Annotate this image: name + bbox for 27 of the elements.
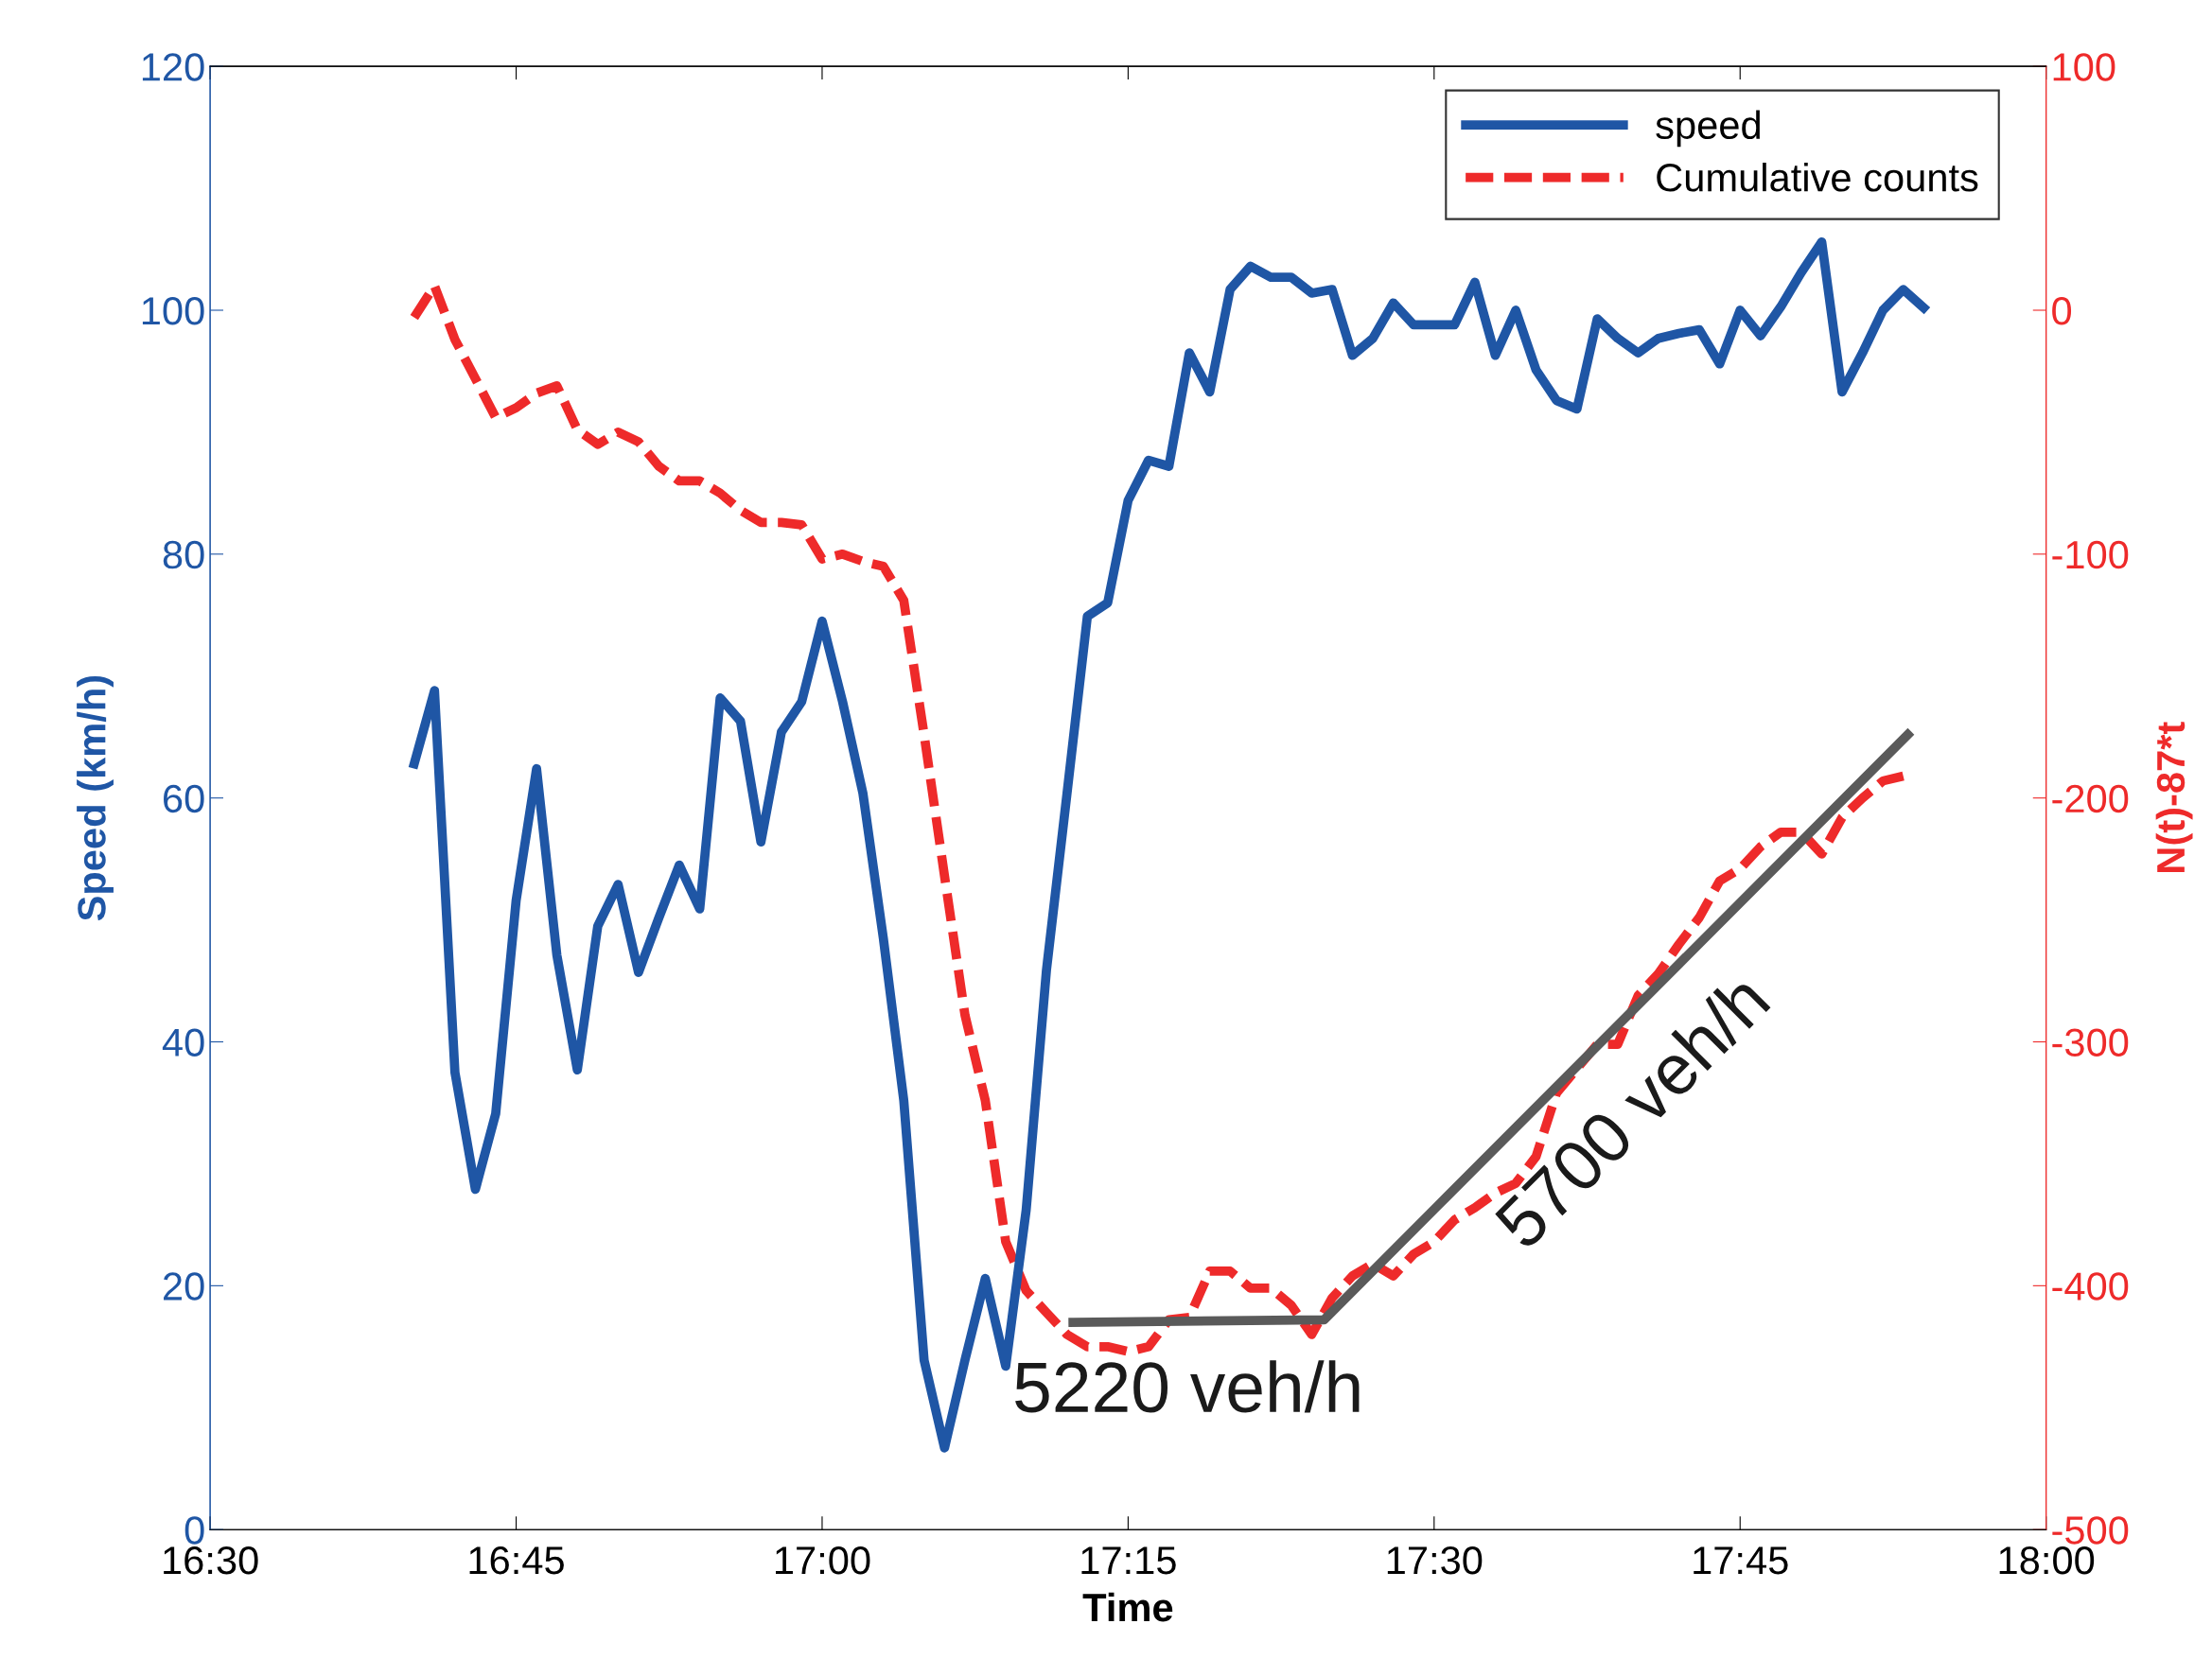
y2-axis-title: N(t)-87*t [2155,722,2193,872]
x-tick-label: 17:45 [1694,1546,1788,1575]
y-tick-label: 20 [164,1272,204,1301]
y2-tick-label: -100 [2052,540,2129,569]
x-tick-label: 18:00 [1999,1545,2095,1575]
y2-tick-label: 100 [2053,53,2115,81]
y-tick-label: 80 [163,540,204,569]
y2-tick-label: -400 [2052,1272,2129,1301]
y2-tick-label: -300 [2052,1028,2129,1057]
y-tick-label: 60 [164,784,204,813]
x-tick-label: 16:30 [164,1545,258,1575]
x-tick-label: 17:30 [1387,1545,1483,1575]
y-tick-label: 120 [142,53,204,81]
x-tick-label: 16:45 [469,1545,564,1575]
y-axis-title: Speed (km/h) [77,675,114,921]
y2-tick-label: 0 [2052,297,2072,325]
legend-label: speed [1656,110,1760,148]
x-tick-label: 17:00 [776,1545,870,1575]
x-axis-title: Time [1082,1592,1173,1622]
x-tick-label: 17:15 [1081,1546,1176,1575]
annotation: 5220 veh/h [1015,1360,1360,1413]
y2-tick-label: -500 [2052,1516,2129,1545]
y2-tick-label: -200 [2052,784,2129,813]
legend-label: Cumulative counts [1657,162,1978,192]
y-tick-label: 100 [142,297,204,325]
y-tick-label: 40 [162,1028,204,1057]
y-tick-label: 0 [184,1516,204,1545]
